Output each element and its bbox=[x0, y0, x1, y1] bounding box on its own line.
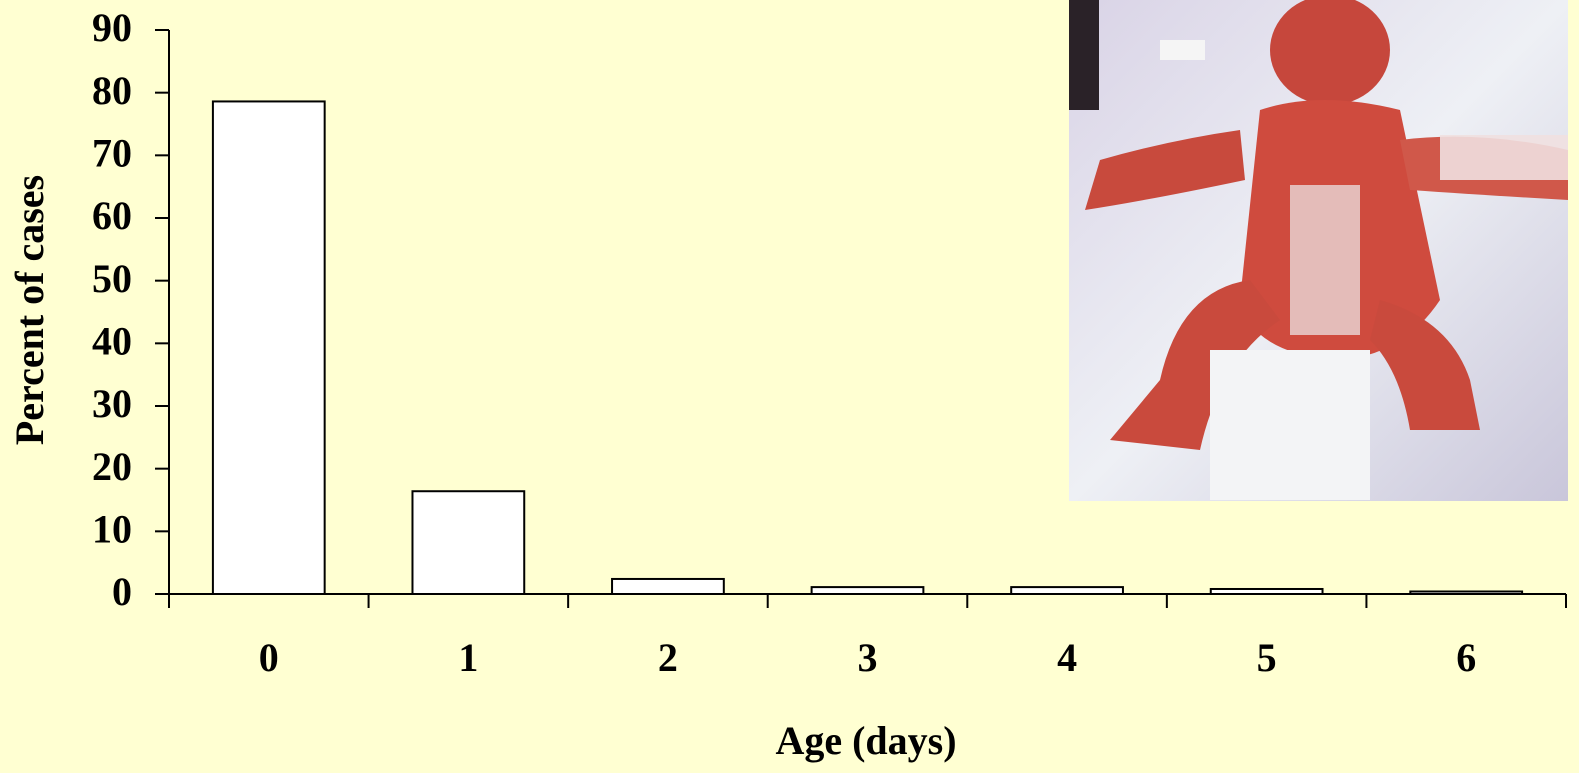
x-tick-label: 3 bbox=[858, 635, 878, 680]
y-tick-label: 60 bbox=[92, 193, 132, 238]
bar bbox=[213, 101, 325, 594]
y-tick-label: 70 bbox=[92, 131, 132, 176]
x-tick-label: 1 bbox=[458, 635, 478, 680]
y-tick-label: 90 bbox=[92, 5, 132, 50]
bar bbox=[412, 491, 524, 594]
bar bbox=[612, 579, 724, 594]
chart: Age (days) Percent of cases 010203040506… bbox=[0, 0, 1579, 773]
x-tick-label: 2 bbox=[658, 635, 678, 680]
bar bbox=[1211, 589, 1323, 594]
photo-inset bbox=[1069, 0, 1568, 501]
y-tick-label: 20 bbox=[92, 444, 132, 489]
x-axis-title: Age (days) bbox=[775, 718, 956, 763]
bar bbox=[812, 587, 924, 594]
bar bbox=[1011, 587, 1123, 594]
x-tick-label: 0 bbox=[259, 635, 279, 680]
x-tick-label: 6 bbox=[1456, 635, 1476, 680]
y-axis-title: Percent of cases bbox=[7, 175, 52, 445]
x-tick-label: 4 bbox=[1057, 635, 1077, 680]
y-tick-label: 10 bbox=[92, 507, 132, 552]
y-tick-label: 80 bbox=[92, 68, 132, 113]
x-tick-label: 5 bbox=[1257, 635, 1277, 680]
y-tick-label: 30 bbox=[92, 381, 132, 426]
y-tick-label: 50 bbox=[92, 256, 132, 301]
y-tick-label: 40 bbox=[92, 319, 132, 364]
bar bbox=[1410, 591, 1522, 594]
y-tick-label: 0 bbox=[112, 569, 132, 614]
